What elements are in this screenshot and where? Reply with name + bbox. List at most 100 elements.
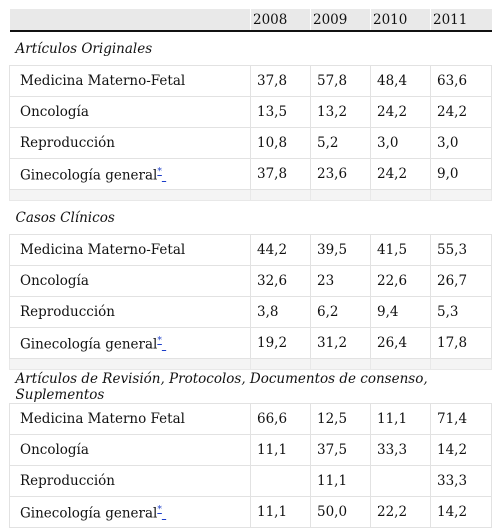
- value-cell: 14,2: [430, 434, 492, 466]
- table-row: Medicina Materno-Fetal 37,8 57,8 48,4 63,6: [9, 65, 492, 97]
- row-label-cell: Oncología: [9, 434, 251, 466]
- value-cell: 33,3: [370, 434, 431, 466]
- header-year-cell: 2010: [370, 9, 431, 32]
- row-label: Medicina Materno-Fetal: [20, 73, 186, 89]
- row-label: Reproducción: [20, 304, 115, 320]
- section-spacer-row: [9, 189, 492, 201]
- footnote-marker: *: [157, 164, 162, 177]
- value-cell: 24,2: [430, 96, 492, 128]
- spacer-cell: [310, 358, 371, 370]
- value-cell: 23,6: [310, 158, 371, 190]
- value-cell: 3,0: [370, 127, 431, 159]
- row-label-cell: Medicina Materno-Fetal: [9, 65, 251, 97]
- footnote-link[interactable]: *: [157, 336, 162, 347]
- row-label-cell: Reproducción: [9, 127, 251, 159]
- footnote-marker: *: [157, 502, 162, 515]
- row-label: Oncología: [20, 442, 89, 458]
- data-table-container: 2008 2009 2010 2011 Artículos Originales…: [9, 9, 492, 528]
- value-cell: 22,6: [370, 265, 431, 297]
- table-row: Reproducción 11,1 33,3: [9, 465, 492, 497]
- footnote-underline: [162, 168, 166, 184]
- table-row: Oncología 11,1 37,5 33,3 14,2: [9, 434, 492, 466]
- value-cell: 22,2: [370, 496, 431, 528]
- footnote-underline: [162, 506, 166, 522]
- spacer-cell: [9, 358, 251, 370]
- section-header-row: Artículos de Revisión, Protocolos, Docum…: [10, 370, 492, 404]
- statistics-table: 2008 2009 2010 2011 Artículos Originales…: [9, 9, 492, 528]
- value-cell: 11,1: [250, 434, 311, 466]
- value-cell: [250, 465, 311, 497]
- row-label: Ginecología general: [20, 505, 158, 522]
- row-label-cell: Reproducción: [9, 465, 251, 497]
- value-cell: 57,8: [310, 65, 371, 97]
- row-label-cell: Ginecología general*: [9, 158, 251, 190]
- header-year-cell: 2009: [310, 9, 371, 32]
- value-cell: 66,6: [250, 403, 311, 435]
- section-title: Artículos de Revisión, Protocolos, Docum…: [15, 370, 428, 403]
- row-label: Medicina Materno Fetal: [20, 411, 185, 427]
- row-label: Medicina Materno-Fetal: [20, 242, 186, 258]
- row-label-cell: Medicina Materno Fetal: [9, 403, 251, 435]
- footnote-link[interactable]: *: [157, 505, 162, 516]
- row-label-cell: Ginecología general*: [9, 327, 251, 359]
- value-cell: 13,2: [310, 96, 371, 128]
- row-label-cell: Reproducción: [9, 296, 251, 328]
- value-cell: 33,3: [430, 465, 492, 497]
- value-cell: 37,8: [250, 158, 311, 190]
- table-row: Ginecología general* 19,2 31,2 26,4 17,8: [9, 327, 492, 359]
- value-cell: 12,5: [310, 403, 371, 435]
- value-cell: 9,0: [430, 158, 492, 190]
- footnote-underline: [162, 337, 166, 353]
- value-cell: 19,2: [250, 327, 311, 359]
- value-cell: 5,2: [310, 127, 371, 159]
- section-header-row: Casos Clínicos: [10, 201, 492, 235]
- spacer-cell: [250, 189, 311, 201]
- spacer-cell: [310, 189, 371, 201]
- table-row: Ginecología general* 37,8 23,6 24,2 9,0: [9, 158, 492, 190]
- value-cell: 3,0: [430, 127, 492, 159]
- row-label: Ginecología general: [20, 167, 158, 184]
- spacer-cell: [370, 189, 431, 201]
- footnote-marker: *: [157, 333, 162, 346]
- value-cell: 11,1: [370, 403, 431, 435]
- value-cell: 37,8: [250, 65, 311, 97]
- footnote-link[interactable]: *: [157, 167, 162, 178]
- table-body: Artículos Originales Medicina Materno-Fet…: [9, 31, 492, 528]
- value-cell: 24,2: [370, 158, 431, 190]
- value-cell: 37,5: [310, 434, 371, 466]
- table-row: Ginecología general* 11,1 50,0 22,2 14,2: [9, 496, 492, 528]
- section-spacer-row: [9, 358, 492, 370]
- row-label-cell: Ginecología general*: [9, 496, 251, 528]
- spacer-cell: [370, 358, 431, 370]
- table-row: Medicina Materno Fetal 66,6 12,5 11,1 71,4: [9, 403, 492, 435]
- value-cell: 44,2: [250, 234, 311, 266]
- table-row: Medicina Materno-Fetal 44,2 39,5 41,5 55,3: [9, 234, 492, 266]
- value-cell: 32,6: [250, 265, 311, 297]
- row-label: Ginecología general: [20, 336, 158, 353]
- value-cell: 14,2: [430, 496, 492, 528]
- spacer-cell: [250, 358, 311, 370]
- value-cell: 17,8: [430, 327, 492, 359]
- header-year-cell: 2008: [250, 9, 311, 32]
- spacer-cell: [430, 358, 492, 370]
- section-header-row: Artículos Originales: [10, 31, 492, 66]
- value-cell: 11,1: [310, 465, 371, 497]
- value-cell: 24,2: [370, 96, 431, 128]
- value-cell: 5,3: [430, 296, 492, 328]
- row-label: Reproducción: [20, 473, 115, 489]
- spacer-cell: [9, 189, 251, 201]
- value-cell: 26,7: [430, 265, 492, 297]
- value-cell: 23: [310, 265, 371, 297]
- row-label-cell: Oncología: [9, 265, 251, 297]
- value-cell: 39,5: [310, 234, 371, 266]
- table-row: Reproducción 10,8 5,2 3,0 3,0: [9, 127, 492, 159]
- spacer-cell: [430, 189, 492, 201]
- table-row: Reproducción 3,8 6,2 9,4 5,3: [9, 296, 492, 328]
- table-row: Oncología 32,6 23 22,6 26,7: [9, 265, 492, 297]
- row-label: Oncología: [20, 104, 89, 120]
- value-cell: 71,4: [430, 403, 492, 435]
- value-cell: 9,4: [370, 296, 431, 328]
- value-cell: 48,4: [370, 65, 431, 97]
- value-cell: 55,3: [430, 234, 492, 266]
- value-cell: 6,2: [310, 296, 371, 328]
